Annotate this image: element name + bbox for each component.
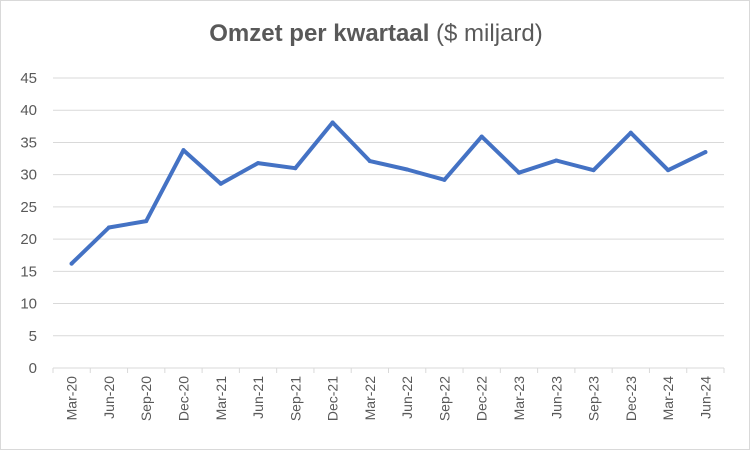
- y-tick-label: 5: [29, 328, 37, 345]
- x-tick-label: Sep-22: [436, 376, 452, 421]
- data-point: [554, 158, 559, 163]
- x-axis-tick-labels: Mar-20 Jun-20 Sep-20 Dec-20 Mar-21 Jun-21 Sep-…: [64, 376, 714, 421]
- y-tick-label: 10: [20, 296, 37, 313]
- data-point: [218, 181, 223, 186]
- data-point: [293, 166, 298, 171]
- x-tick-label: Mar-20: [64, 376, 80, 421]
- x-tick-label: Mar-21: [213, 376, 229, 421]
- y-tick-label: 45: [20, 70, 37, 87]
- x-tick-label: Jun-21: [250, 376, 266, 419]
- data-point: [628, 130, 633, 135]
- data-point: [144, 219, 149, 224]
- chart-title: Omzet per kwartaal ($ miljard): [0, 20, 752, 48]
- y-tick-label: 20: [20, 231, 37, 248]
- data-point: [330, 120, 335, 125]
- y-tick-label: 30: [20, 167, 37, 184]
- x-tick-label: Jun-20: [101, 376, 117, 419]
- x-tick-label: Jun-22: [399, 376, 415, 419]
- y-tick-label: 35: [20, 134, 37, 151]
- data-point: [256, 161, 261, 166]
- data-point: [479, 134, 484, 139]
- x-tick-label: Mar-23: [511, 376, 527, 421]
- y-tick-label: 15: [20, 263, 37, 280]
- x-tick-label: Sep-20: [138, 376, 154, 421]
- x-tick-label: Dec-21: [325, 376, 341, 421]
- y-axis-tick-labels: 0 5 10 15 20 25 30 35 40 45: [20, 70, 37, 377]
- x-tick-label: Jun-23: [548, 376, 564, 419]
- data-point: [442, 177, 447, 182]
- y-tick-label: 25: [20, 199, 37, 216]
- data-point: [666, 168, 671, 173]
- data-point: [703, 150, 708, 155]
- x-tick-label: Mar-24: [660, 376, 676, 421]
- y-tick-label: 0: [29, 360, 37, 377]
- data-point: [367, 159, 372, 164]
- data-point: [591, 168, 596, 173]
- series-line: [69, 120, 708, 266]
- y-tick-label: 40: [20, 102, 37, 119]
- data-point: [516, 170, 521, 175]
- chart-title-main: Omzet per kwartaal: [209, 20, 430, 47]
- series-layer: [69, 120, 708, 266]
- data-point: [69, 261, 74, 266]
- data-point: [405, 167, 410, 172]
- x-tick-label: Jun-24: [697, 376, 713, 419]
- chart-title-unit: ($ miljard): [436, 20, 543, 47]
- gridlines: [52, 77, 725, 373]
- x-tick-label: Mar-22: [362, 376, 378, 421]
- data-point: [106, 225, 111, 230]
- x-tick-label: Dec-23: [623, 376, 639, 421]
- x-tick-label: Sep-21: [287, 376, 303, 421]
- x-tick-label: Dec-20: [175, 376, 191, 421]
- data-point: [181, 148, 186, 153]
- x-tick-label: Sep-23: [586, 376, 602, 421]
- x-tick-label: Dec-22: [474, 376, 490, 421]
